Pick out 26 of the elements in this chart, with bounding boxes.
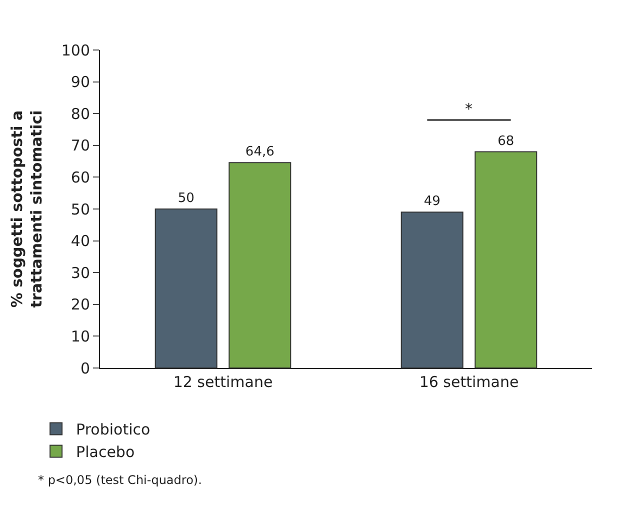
y-tick-label: 20: [70, 296, 90, 314]
y-tick-label: 0: [80, 359, 90, 378]
bar: [474, 151, 538, 368]
legend-label: Placebo: [76, 443, 135, 462]
y-tick-label: 30: [70, 264, 90, 282]
annotation: *: [465, 100, 473, 118]
y-tick-label: 10: [70, 327, 90, 346]
x-tick-label: 16 settimane: [419, 373, 519, 391]
y-tick-label: 40: [70, 232, 90, 250]
y-tick-label: 70: [70, 136, 90, 155]
data-label: 49: [424, 194, 440, 210]
text: * p<0,05 (test Chi-quadro).: [38, 473, 202, 487]
y-axis-title: % soggetti sottoposti a trattamenti sintomatici: [8, 110, 46, 308]
legend-label: Probiotico: [76, 420, 150, 439]
data-label: 50: [178, 191, 194, 206]
bar: [228, 162, 292, 368]
y-tick-label: 50: [70, 200, 90, 218]
y-tick-label: 60: [70, 168, 90, 186]
bar: [154, 208, 218, 368]
data-label: 68: [498, 134, 514, 149]
data-label: 64,6: [245, 144, 274, 160]
y-tick-label: 80: [70, 104, 90, 123]
y-tick-label: 90: [70, 73, 90, 92]
bar: [400, 212, 464, 368]
x-tick-label: 12 settimane: [173, 373, 273, 391]
y-tick-label: 100: [61, 41, 90, 60]
